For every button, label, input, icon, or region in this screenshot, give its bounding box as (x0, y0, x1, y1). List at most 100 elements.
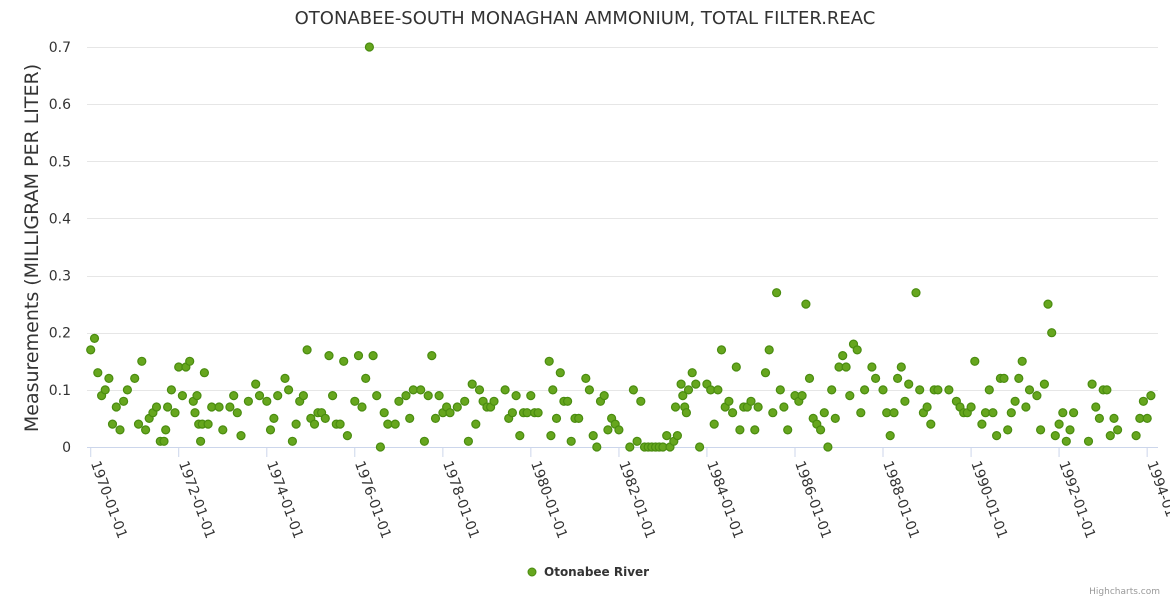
data-point[interactable] (427, 351, 437, 361)
data-point[interactable] (804, 373, 815, 383)
data-point[interactable] (892, 373, 903, 383)
data-point[interactable] (1043, 299, 1053, 309)
data-point[interactable] (394, 396, 404, 406)
data-point[interactable] (694, 442, 705, 452)
data-point[interactable] (1142, 413, 1152, 423)
data-point[interactable] (885, 431, 895, 441)
data-point[interactable] (670, 402, 681, 412)
data-point[interactable] (735, 425, 745, 435)
data-point[interactable] (1109, 413, 1119, 423)
data-point[interactable] (896, 362, 906, 372)
data-point[interactable] (999, 373, 1009, 383)
data-point[interactable] (944, 385, 954, 395)
data-point[interactable] (779, 402, 789, 412)
data-point[interactable] (966, 402, 976, 412)
data-point[interactable] (1102, 385, 1112, 395)
data-point[interactable] (1131, 431, 1141, 441)
data-point[interactable] (309, 419, 320, 429)
data-point[interactable] (731, 362, 741, 372)
data-point[interactable] (1006, 408, 1016, 418)
data-point[interactable] (683, 385, 694, 395)
data-point[interactable] (471, 419, 481, 429)
data-point[interactable] (361, 373, 371, 383)
legend[interactable]: Otonabee River (527, 565, 649, 579)
data-point[interactable] (977, 419, 987, 429)
data-point[interactable] (390, 419, 400, 429)
data-point[interactable] (662, 431, 672, 441)
data-point[interactable] (298, 391, 308, 401)
data-point[interactable] (1112, 425, 1123, 435)
data-point[interactable] (1014, 373, 1024, 383)
data-point[interactable] (401, 391, 411, 401)
data-point[interactable] (434, 391, 444, 401)
data-point[interactable] (452, 402, 462, 412)
data-point[interactable] (970, 356, 980, 366)
data-point[interactable] (357, 402, 367, 412)
data-point[interactable] (562, 396, 573, 406)
data-point[interactable] (1021, 402, 1031, 412)
data-point[interactable] (628, 385, 639, 395)
data-point[interactable] (1039, 379, 1050, 389)
data-point[interactable] (632, 436, 642, 446)
data-point[interactable] (727, 408, 738, 418)
data-point[interactable] (867, 362, 877, 372)
data-point[interactable] (1091, 402, 1101, 412)
data-point[interactable] (232, 408, 242, 418)
data-point[interactable] (137, 356, 147, 366)
data-point[interactable] (328, 391, 338, 401)
data-point[interactable] (1087, 379, 1097, 389)
data-point[interactable] (225, 402, 235, 412)
data-point[interactable] (280, 373, 290, 383)
data-point[interactable] (768, 408, 778, 418)
data-point[interactable] (584, 385, 595, 395)
data-point[interactable] (254, 391, 265, 401)
data-point[interactable] (771, 288, 782, 298)
data-point[interactable] (852, 345, 862, 355)
data-point[interactable] (1068, 408, 1079, 418)
data-point[interactable] (625, 442, 635, 452)
data-point[interactable] (372, 391, 382, 401)
data-point[interactable] (302, 345, 312, 355)
data-point[interactable] (775, 385, 785, 395)
data-point[interactable] (933, 385, 943, 395)
data-point[interactable] (1094, 413, 1105, 423)
data-point[interactable] (592, 442, 602, 452)
data-point[interactable] (838, 351, 848, 361)
credits-link[interactable]: Highcharts.com (1089, 587, 1160, 597)
data-point[interactable] (900, 396, 910, 406)
data-point[interactable] (1010, 396, 1020, 406)
data-point[interactable] (474, 385, 485, 395)
data-point[interactable] (678, 391, 688, 401)
data-point[interactable] (379, 408, 389, 418)
data-point[interactable] (364, 42, 374, 52)
data-point[interactable] (269, 413, 279, 423)
data-point[interactable] (764, 345, 774, 355)
data-point[interactable] (159, 436, 169, 446)
data-point[interactable] (687, 368, 697, 378)
data-point[interactable] (856, 408, 866, 418)
data-point[interactable] (904, 379, 914, 389)
data-point[interactable] (801, 299, 811, 309)
data-point[interactable] (511, 391, 521, 401)
data-point[interactable] (196, 436, 206, 446)
data-point[interactable] (273, 391, 283, 401)
data-point[interactable] (546, 431, 556, 441)
data-point[interactable] (118, 396, 129, 406)
data-point[interactable] (713, 385, 723, 395)
data-point[interactable] (830, 413, 840, 423)
data-point[interactable] (1058, 408, 1068, 418)
data-point[interactable] (111, 402, 121, 412)
data-point[interactable] (581, 373, 591, 383)
data-point[interactable] (93, 368, 103, 378)
legend-item-otonabee-river[interactable]: Otonabee River (544, 565, 649, 579)
data-point[interactable] (460, 396, 470, 406)
data-point[interactable] (467, 379, 477, 389)
data-point[interactable] (1054, 419, 1064, 429)
data-point[interactable] (922, 402, 932, 412)
data-point[interactable] (419, 436, 429, 446)
data-point[interactable] (214, 402, 224, 412)
data-point[interactable] (368, 351, 378, 361)
data-point[interactable] (262, 396, 272, 406)
data-point[interactable] (574, 413, 584, 423)
data-point[interactable] (122, 385, 133, 395)
